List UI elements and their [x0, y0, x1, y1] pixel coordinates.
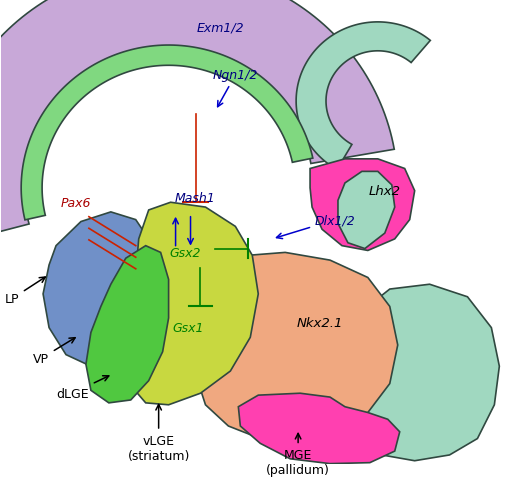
Text: Pax6: Pax6: [61, 196, 91, 209]
Text: Nkx2.1: Nkx2.1: [297, 317, 343, 330]
Text: Lhx2: Lhx2: [369, 185, 401, 198]
Polygon shape: [310, 159, 415, 251]
Polygon shape: [239, 394, 400, 464]
Text: Dlx1/2: Dlx1/2: [276, 214, 356, 239]
Polygon shape: [21, 46, 313, 220]
Text: Gsx2: Gsx2: [170, 246, 201, 259]
Text: vLGE
(striatum): vLGE (striatum): [127, 405, 190, 462]
Text: Gsx1: Gsx1: [173, 322, 204, 335]
Text: Exm1/2: Exm1/2: [197, 21, 244, 34]
Polygon shape: [86, 246, 168, 403]
Text: VP: VP: [33, 338, 75, 365]
Polygon shape: [126, 203, 258, 405]
Text: LP: LP: [5, 277, 45, 306]
Polygon shape: [196, 253, 398, 442]
Text: MGE
(pallidum): MGE (pallidum): [266, 433, 330, 476]
Text: Mash1: Mash1: [175, 192, 216, 204]
Polygon shape: [342, 285, 499, 461]
Text: Ngn1/2: Ngn1/2: [212, 69, 258, 108]
Polygon shape: [43, 213, 148, 366]
Polygon shape: [0, 0, 394, 246]
Polygon shape: [296, 23, 430, 170]
Text: dLGE: dLGE: [56, 376, 109, 400]
Polygon shape: [338, 172, 395, 249]
